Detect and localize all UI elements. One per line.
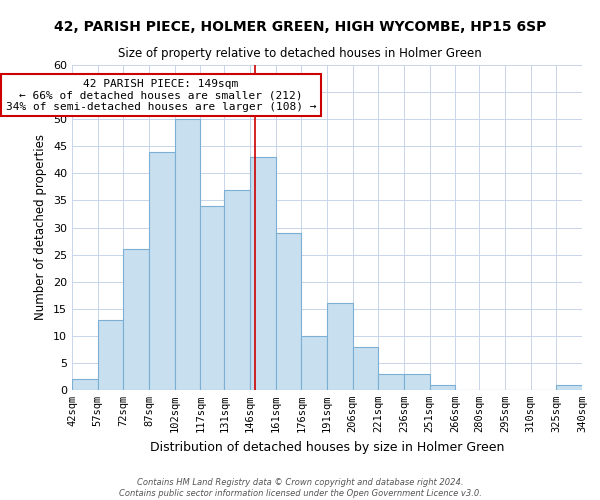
Bar xyxy=(224,190,250,390)
Bar xyxy=(200,206,224,390)
Bar xyxy=(250,157,275,390)
Bar xyxy=(430,384,455,390)
Bar xyxy=(301,336,327,390)
Bar xyxy=(98,320,124,390)
Bar xyxy=(556,384,582,390)
Text: 42, PARISH PIECE, HOLMER GREEN, HIGH WYCOMBE, HP15 6SP: 42, PARISH PIECE, HOLMER GREEN, HIGH WYC… xyxy=(54,20,546,34)
Bar xyxy=(404,374,430,390)
Y-axis label: Number of detached properties: Number of detached properties xyxy=(34,134,47,320)
Bar xyxy=(327,304,353,390)
Bar xyxy=(72,379,98,390)
Text: 42 PARISH PIECE: 149sqm
← 66% of detached houses are smaller (212)
34% of semi-d: 42 PARISH PIECE: 149sqm ← 66% of detache… xyxy=(6,78,316,112)
Bar xyxy=(124,249,149,390)
Bar xyxy=(379,374,404,390)
Bar xyxy=(275,233,301,390)
Bar xyxy=(149,152,175,390)
Text: Contains HM Land Registry data © Crown copyright and database right 2024.
Contai: Contains HM Land Registry data © Crown c… xyxy=(119,478,481,498)
Text: Size of property relative to detached houses in Holmer Green: Size of property relative to detached ho… xyxy=(118,48,482,60)
X-axis label: Distribution of detached houses by size in Holmer Green: Distribution of detached houses by size … xyxy=(150,440,504,454)
Bar xyxy=(175,119,200,390)
Bar xyxy=(353,346,379,390)
